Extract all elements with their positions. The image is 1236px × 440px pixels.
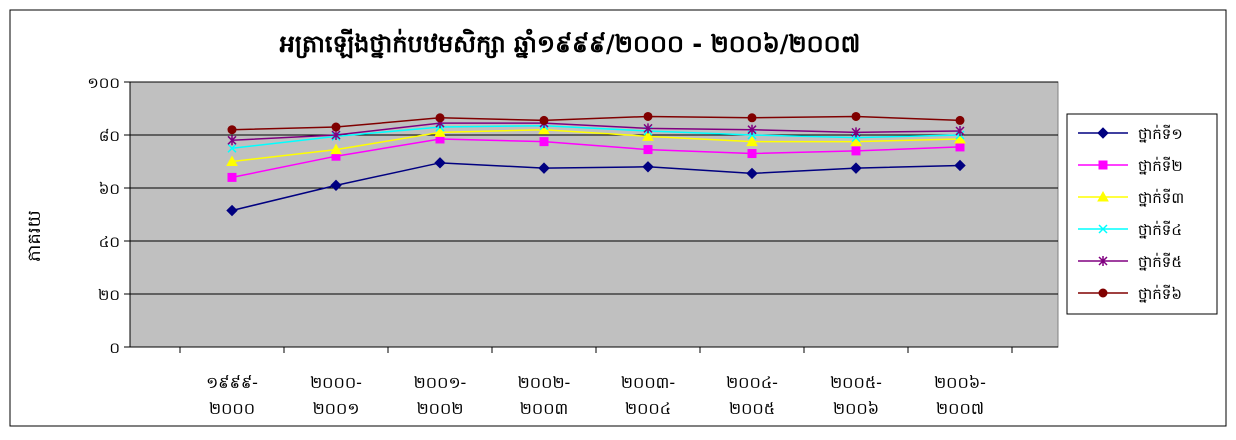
y-tick-label: ៦០ [99,180,120,198]
data-point [954,159,966,172]
legend: ថ្នាក់ទី១ថ្នាក់ទី២ថ្នាក់ទី៣ថ្នាក់ទី៤ថ្នា… [1066,113,1218,315]
x-tick-label: ២០០៦-២០០៧ [934,373,986,418]
y-tick-label: ២០ [98,286,120,304]
legend-label: ថ្នាក់ទី៥ [1138,252,1182,271]
x-tick-label: ២០០១-២០០២ [414,373,467,418]
legend-item: ថ្នាក់ទី៤ [1078,220,1182,239]
series-1 [226,157,966,217]
legend-item: ថ្នាក់ទី៣ [1078,188,1184,207]
x-tick-label: ២០០៥-២០០៦ [830,373,882,418]
data-point [227,135,237,146]
legend-label: ថ្នាក់ទី៦ [1138,284,1182,303]
x-tick-label: ១៩៩៩-២០០០ [206,373,258,418]
data-point [227,172,237,182]
series-line [231,128,961,163]
data-point [851,127,861,138]
legend-item: ថ្នាក់ទី១ [1078,124,1183,143]
data-point [538,162,550,174]
series-2 [227,134,965,182]
data-point [331,122,341,132]
gridlines [130,81,1058,295]
data-point [227,143,237,153]
data-point [642,130,654,141]
data-point [330,179,342,192]
data-point [643,111,653,121]
y-tick-label: ១០០ [87,74,120,92]
data-point [746,167,758,180]
legend-label: ថ្នាក់ទី២ [1138,156,1183,175]
data-point [642,161,654,173]
y-axis-label: ភាគរយ [24,210,45,261]
legend-marker [1098,160,1108,170]
data-point [330,143,342,155]
legend-item: ថ្នាក់ទី៦ [1078,284,1182,303]
y-tick-label: ០ [109,339,120,357]
plot-area [129,81,1059,348]
data-point [331,130,341,140]
data-point [539,115,549,125]
series-line [231,138,961,179]
legend-marker [1098,224,1108,234]
x-tick-label: ២០០០-២០០១ [310,373,362,418]
data-point [434,126,446,137]
series-lines [226,111,966,217]
legend-marker [1098,256,1108,266]
series-6 [227,111,965,135]
data-point [955,142,965,152]
data-point [747,124,757,135]
series-4 [227,121,965,153]
y-tick-label: ៨០ [99,127,120,145]
data-point [850,162,862,174]
x-tick-label: ២០០២-២០០៣ [518,373,571,418]
data-point [746,135,758,147]
series-line [231,122,961,142]
series-3 [226,123,966,166]
legend-marker [1097,190,1109,202]
legend-marker [1098,288,1108,298]
data-point [539,137,549,147]
data-point [955,115,965,125]
data-point [955,126,965,137]
data-point [643,123,653,134]
data-point [851,111,861,121]
legend-label: ថ្នាក់ទី៤ [1138,220,1182,239]
chart-title: អត្រាឡើងថ្នាក់បឋមសិក្សា ឆ្នាំ១៩៩៩/២០០០ -… [280,28,861,59]
data-point [643,145,653,155]
data-point [851,146,861,156]
data-point [434,157,446,169]
legend-marker [1097,127,1109,139]
x-tick-label: ២០០៣-២០០៤ [621,373,675,418]
y-tick-label: ៤០ [99,233,120,251]
legend-item: ថ្នាក់ទី៥ [1078,252,1182,271]
legend-label: ថ្នាក់ទី៣ [1138,188,1184,207]
legend-box [1066,113,1218,315]
data-point [226,204,238,217]
data-point [747,113,757,123]
series-5 [227,118,965,146]
data-point [747,149,757,159]
data-point [227,125,237,135]
data-point [226,155,238,166]
series-line [231,115,961,131]
x-tick-label: ២០០៤-២០០៥ [726,373,778,418]
data-point [435,113,445,123]
series-line [231,124,961,149]
series-line [231,162,961,212]
legend-item: ថ្នាក់ទី២ [1078,156,1183,175]
legend-label: ថ្នាក់ទី១ [1138,124,1183,143]
